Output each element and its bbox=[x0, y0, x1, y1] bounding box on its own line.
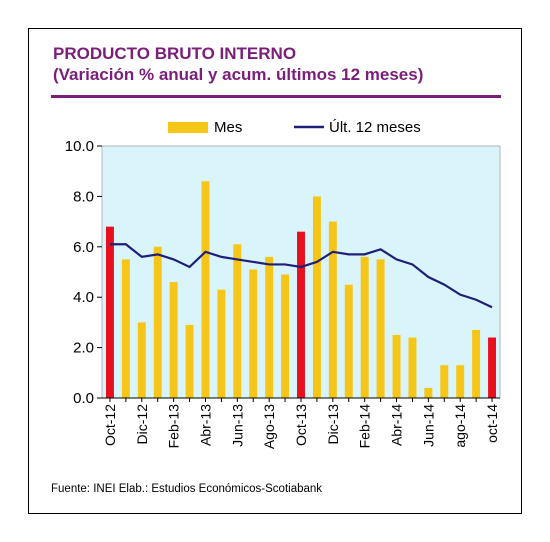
x-tick-label: Feb-14 bbox=[357, 404, 373, 449]
x-tick-label: oct-14 bbox=[484, 404, 500, 443]
bar-mes bbox=[137, 322, 146, 398]
bar-mes bbox=[297, 231, 305, 398]
y-tick-label: 4.0 bbox=[73, 289, 94, 306]
legend-label-mes: Mes bbox=[214, 119, 242, 136]
x-tick-label: Dic-12 bbox=[134, 404, 150, 445]
bar-mes bbox=[185, 324, 194, 398]
bar-mes bbox=[153, 246, 162, 398]
x-tick-label: Jun-13 bbox=[229, 404, 245, 447]
line-ult-12-meses bbox=[109, 243, 493, 309]
x-tick-label: Abr-14 bbox=[389, 404, 405, 446]
bar-mes bbox=[424, 387, 433, 398]
bar-mes bbox=[121, 259, 130, 398]
bar-mes bbox=[488, 337, 497, 398]
x-tick-label: Jun-14 bbox=[420, 404, 436, 447]
bar-mes bbox=[169, 282, 178, 398]
bar-mes bbox=[360, 256, 369, 398]
bar-mes bbox=[249, 269, 258, 398]
bar-mes bbox=[105, 226, 114, 398]
chart-title-line2: (Variación % anual y acum. últimos 12 me… bbox=[53, 65, 424, 84]
y-tick-label: 6.0 bbox=[73, 239, 94, 256]
bar-mes bbox=[217, 289, 226, 398]
bar-mes bbox=[233, 244, 242, 398]
x-tick-label: Feb-13 bbox=[166, 404, 182, 449]
bar-mes bbox=[408, 337, 417, 398]
bar-mes bbox=[201, 181, 210, 398]
x-tick-label: Oct-12 bbox=[102, 404, 118, 446]
chart-frame: PRODUCTO BRUTO INTERNO (Variación % anua… bbox=[28, 28, 522, 514]
x-tick-label: Abr-13 bbox=[197, 404, 213, 446]
chart-svg: Mes Últ. 12 meses 0.0 2.0 4.0 6.0 8.0 10.0 Oct… bbox=[65, 119, 501, 449]
source-note: Fuente: INEI Elab.: Estudios Económicos-… bbox=[51, 483, 323, 495]
bar-mes bbox=[440, 365, 449, 398]
x-tick-label: Ago-13 bbox=[261, 404, 277, 449]
bar-mes bbox=[472, 329, 481, 398]
y-tick-label: 0.0 bbox=[73, 390, 94, 407]
bar-mes bbox=[328, 221, 337, 398]
y-tick-label: 2.0 bbox=[73, 340, 94, 357]
title-underline bbox=[51, 95, 501, 98]
x-tick-label: ago-14 bbox=[452, 404, 468, 448]
bar-mes bbox=[265, 256, 274, 398]
y-tick-label: 10.0 bbox=[65, 138, 94, 155]
plot-layer: 0.0 2.0 4.0 6.0 8.0 10.0 Oct-12 Dic-12 Feb-13 Abr… bbox=[65, 138, 500, 449]
bar-mes bbox=[456, 365, 465, 398]
bar-mes bbox=[344, 284, 353, 398]
bar-mes bbox=[392, 335, 401, 398]
legend-label-ult12: Últ. 12 meses bbox=[329, 119, 421, 136]
chart-title: PRODUCTO BRUTO INTERNO (Variación % anua… bbox=[53, 43, 423, 85]
legend-swatch-mes bbox=[168, 122, 208, 133]
bar-mes bbox=[281, 274, 290, 398]
chart-title-line1: PRODUCTO BRUTO INTERNO bbox=[53, 44, 297, 63]
x-tick-label: Dic-13 bbox=[325, 404, 341, 445]
bar-mes bbox=[376, 259, 385, 398]
y-tick-label: 8.0 bbox=[73, 188, 94, 205]
bar-mes bbox=[312, 196, 321, 398]
legend: Mes Últ. 12 meses bbox=[168, 119, 421, 136]
x-tick-label: Oct-13 bbox=[293, 404, 309, 446]
